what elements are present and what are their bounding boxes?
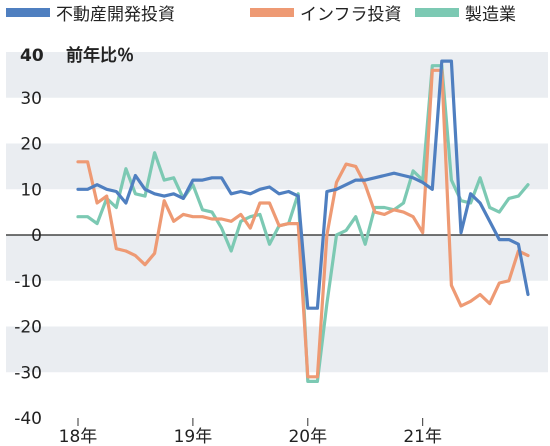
legend-label: 不動産開発投資 (56, 5, 175, 25)
grid-band (6, 235, 548, 281)
legend-swatch (250, 8, 294, 17)
y-tick-label: 20 (20, 135, 42, 155)
legend-swatch (415, 8, 459, 17)
y-tick-label: 0 (31, 226, 42, 246)
x-tick-label: 18年 (59, 427, 98, 446)
y-tick-label: -30 (14, 363, 42, 383)
y-tick-label: 10 (20, 180, 42, 200)
x-tick-label: 20年 (288, 427, 327, 446)
y-unit-label: 前年比％ (66, 45, 134, 66)
y-tick-label: -20 (14, 318, 42, 338)
y-tick-label: 30 (20, 89, 42, 109)
y-tick-label: 40 (20, 46, 44, 66)
grid-band (6, 326, 548, 373)
legend-label: 製造業 (465, 5, 516, 25)
grid-band (6, 52, 548, 98)
legend-label: インフラ投資 (300, 5, 402, 25)
legend: 不動産開発投資 インフラ投資 製造業 (6, 5, 516, 25)
legend-swatch (6, 8, 50, 17)
x-tick-label: 21年 (403, 427, 442, 446)
x-tick-label: 19年 (174, 427, 213, 446)
series-line-1 (76, 68, 530, 379)
y-tick-label: -40 (14, 409, 42, 429)
y-tick-label: -10 (14, 272, 42, 292)
y-axis-ticks: 40 30 20 10 0 -10 -20 -30 -40 (14, 46, 44, 429)
series-line-0 (76, 59, 530, 310)
series-lines (76, 59, 530, 383)
x-axis-ticks: 18年 19年 20年 21年 (59, 418, 442, 446)
